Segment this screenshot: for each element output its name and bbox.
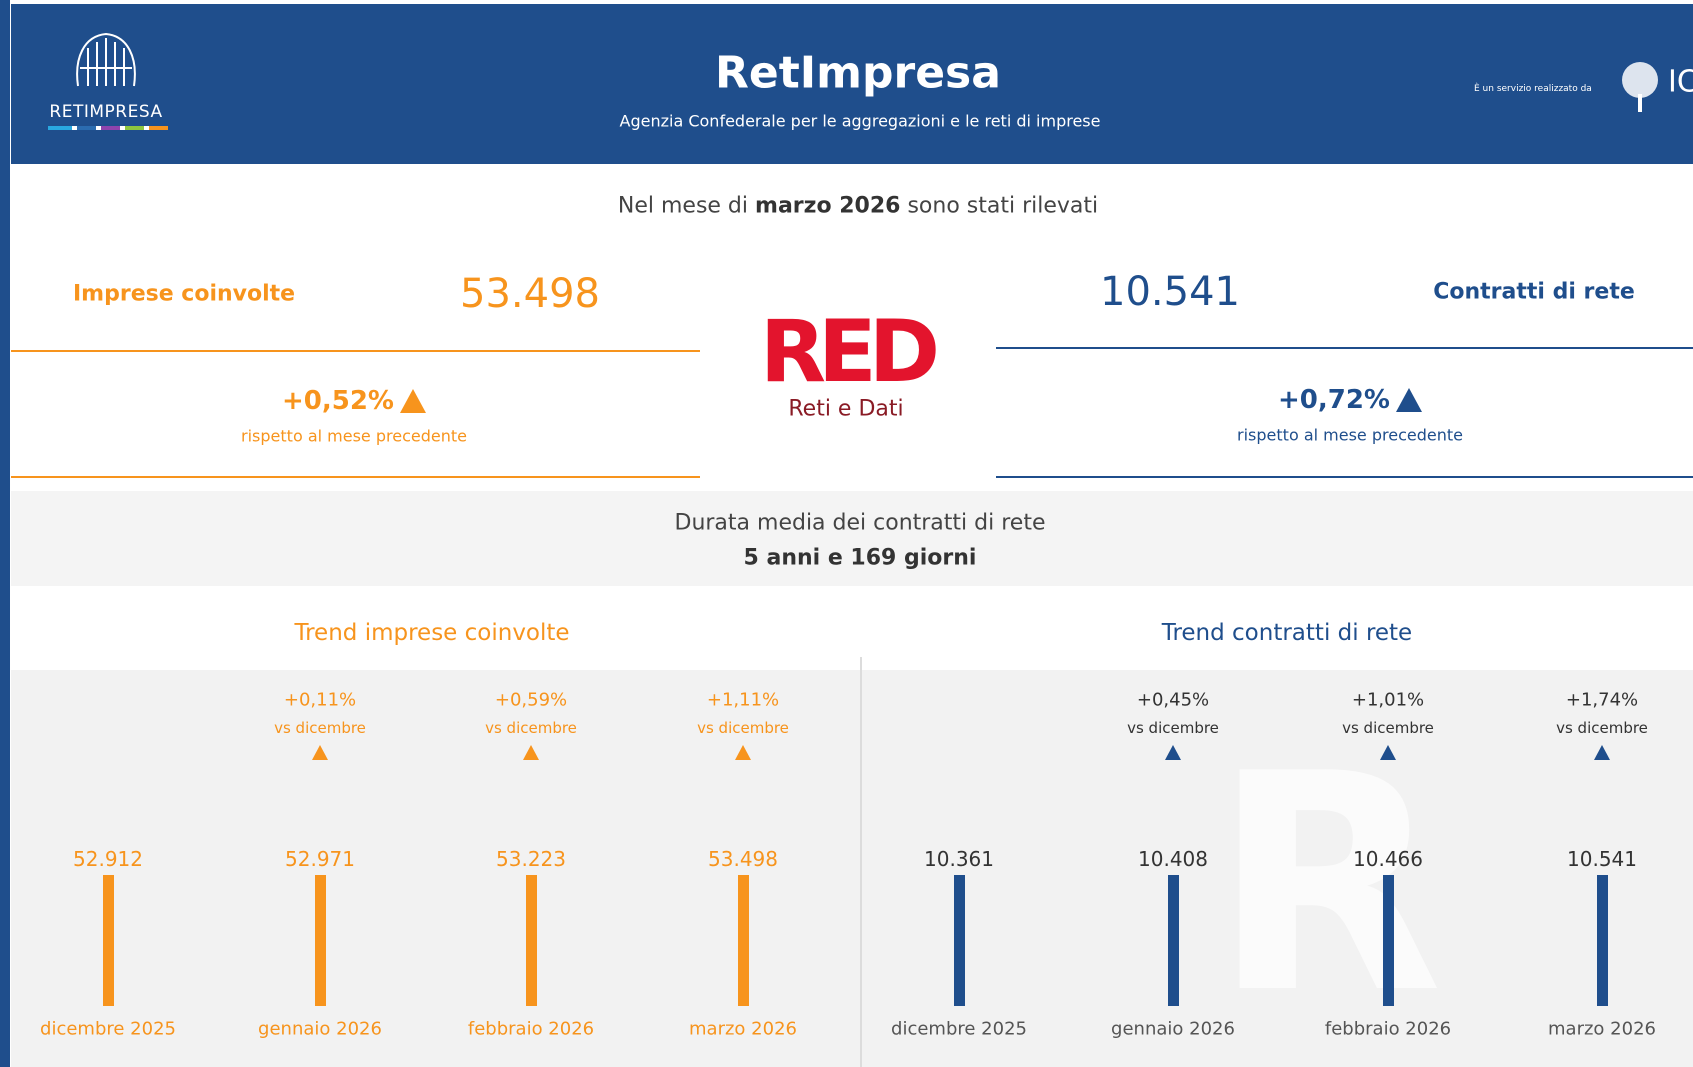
trend-bar bbox=[526, 875, 537, 1006]
left-strip bbox=[0, 0, 10, 1067]
logo-text: RETIMPRESA bbox=[49, 102, 163, 122]
center-logo-mark: RED bbox=[759, 302, 940, 402]
trend-month: gennaio 2026 bbox=[1111, 1018, 1235, 1040]
trend-value: 52.971 bbox=[285, 847, 355, 871]
duration-value: 5 anni e 169 giorni bbox=[743, 545, 977, 571]
up-arrow bbox=[1396, 388, 1422, 412]
trend-value: 53.498 bbox=[708, 847, 778, 871]
rule bbox=[11, 476, 700, 478]
trend-change: +1,11% bbox=[706, 689, 780, 711]
trend-note: vs dicembre bbox=[697, 719, 789, 737]
svg-text:R: R bbox=[1212, 728, 1443, 1058]
trend-month: marzo 2026 bbox=[689, 1018, 797, 1040]
trend-change: +0,59% bbox=[494, 689, 568, 711]
kpi-note: rispetto al mese precedente bbox=[1237, 425, 1463, 445]
trend-change: +0,11% bbox=[283, 689, 357, 711]
rule bbox=[11, 350, 700, 352]
trend-title: Trend imprese coinvolte bbox=[294, 620, 570, 646]
trend-month: marzo 2026 bbox=[1548, 1018, 1656, 1040]
trend-value: 10.466 bbox=[1353, 847, 1423, 871]
logo-icon bbox=[76, 32, 136, 87]
credit-icon bbox=[1622, 62, 1658, 112]
trend-bar bbox=[1597, 875, 1608, 1006]
kpi-value: 53.498 bbox=[460, 271, 600, 317]
trend-month: dicembre 2025 bbox=[40, 1018, 176, 1040]
kpi-label: Contratti di rete bbox=[1433, 279, 1635, 305]
trend-value: 53.223 bbox=[496, 847, 566, 871]
trend-note: vs dicembre bbox=[1127, 719, 1219, 737]
trend-note: vs dicembre bbox=[274, 719, 366, 737]
intro-text: sono stati rilevati bbox=[907, 193, 1099, 219]
trend-area bbox=[11, 670, 1693, 1067]
trend-bar bbox=[315, 875, 326, 1006]
trend-title: Trend contratti di rete bbox=[1161, 620, 1413, 646]
trend-bar bbox=[103, 875, 114, 1006]
trend-month: dicembre 2025 bbox=[891, 1018, 1027, 1040]
kpi-change-value: +0,72% bbox=[1278, 385, 1390, 415]
trend-month: febbraio 2026 bbox=[1324, 1018, 1452, 1040]
credit-logo: IC bbox=[1668, 64, 1693, 100]
kpi-note: rispetto al mese precedente bbox=[241, 426, 467, 446]
watermark: R bbox=[1212, 728, 1443, 1058]
up-arrow bbox=[523, 745, 539, 760]
center-logo-text: Reti e Dati bbox=[788, 396, 904, 422]
trend-note: vs dicembre bbox=[1556, 719, 1648, 737]
trend-month: febbraio 2026 bbox=[467, 1018, 595, 1040]
trend-value: 10.541 bbox=[1567, 847, 1637, 871]
trend-bar bbox=[1383, 875, 1394, 1006]
duration-band bbox=[11, 491, 1693, 586]
logo-stripe bbox=[48, 126, 168, 130]
trend-change: +1,74% bbox=[1565, 689, 1639, 711]
intro-text: Nel mese di bbox=[617, 193, 749, 219]
trend-value: 10.408 bbox=[1138, 847, 1208, 871]
kpi-change-value: +0,52% bbox=[282, 386, 394, 416]
intro-month: marzo 2026 bbox=[755, 193, 901, 219]
trend-value: 10.361 bbox=[924, 847, 994, 871]
duration-title: Durata media dei contratti di rete bbox=[674, 510, 1046, 536]
trend-note: vs dicembre bbox=[485, 719, 577, 737]
trend-bar bbox=[738, 875, 749, 1006]
trend-bar bbox=[954, 875, 965, 1006]
divider bbox=[860, 657, 862, 1067]
trend-value: 52.912 bbox=[73, 847, 143, 871]
trend-note: vs dicembre bbox=[1342, 719, 1434, 737]
kpi-value: 10.541 bbox=[1100, 269, 1240, 315]
up-arrow bbox=[1594, 745, 1610, 760]
trend-change: +1,01% bbox=[1351, 689, 1425, 711]
trend-change: +0,45% bbox=[1136, 689, 1210, 711]
up-arrow bbox=[1380, 745, 1396, 760]
trend-bar bbox=[1168, 875, 1179, 1006]
up-arrow bbox=[1165, 745, 1181, 760]
intro: Nel mese di marzo 2026 sono stati rileva… bbox=[618, 194, 1098, 219]
kpi-change: +0,52% bbox=[282, 386, 426, 416]
header bbox=[11, 4, 1693, 164]
kpi-change: +0,72% bbox=[1278, 385, 1422, 415]
up-arrow bbox=[735, 745, 751, 760]
rule bbox=[996, 476, 1693, 478]
subtitle: Agenzia Confederale per le aggregazioni … bbox=[619, 111, 1101, 131]
trend-month: gennaio 2026 bbox=[258, 1018, 382, 1040]
kpi-label: Imprese coinvolte bbox=[73, 281, 296, 307]
rule bbox=[996, 347, 1693, 349]
up-arrow bbox=[400, 389, 426, 413]
credit: È un servizio realizzato da bbox=[1474, 84, 1592, 94]
up-arrow bbox=[312, 745, 328, 760]
title: RetImpresa bbox=[715, 47, 1001, 99]
